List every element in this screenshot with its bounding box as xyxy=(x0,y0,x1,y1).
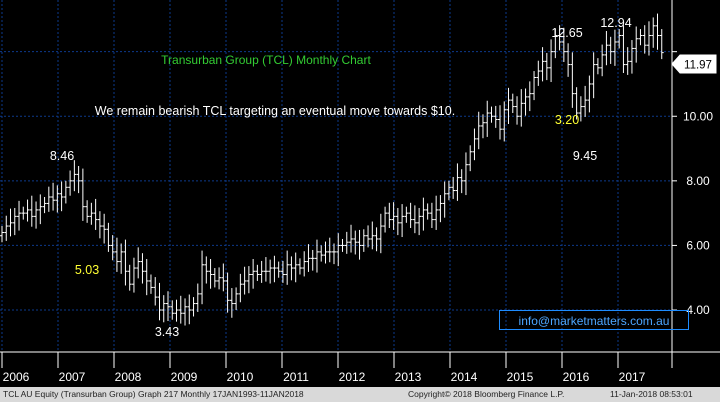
x-tick-label: 2014 xyxy=(451,370,478,384)
price-annotations: 8.46 5.03 3.43 12.65 12.94 3.20 9.45 xyxy=(50,16,632,339)
footer-bar: TCL AU Equity (Transurban Group) Graph 2… xyxy=(0,387,720,402)
contact-email[interactable]: info@marketmatters.com.au xyxy=(499,310,689,330)
y-tick-label: 4.00 xyxy=(686,303,710,317)
y-tick-label: 10.00 xyxy=(683,109,713,123)
x-tick-label: 2012 xyxy=(339,370,366,384)
last-price-marker: 11.97 xyxy=(671,54,717,74)
y-axis-labels: 4.00 6.00 8.00 10.00 xyxy=(683,109,713,317)
x-tick-label: 2011 xyxy=(283,370,309,384)
price-bars xyxy=(0,13,664,326)
price-label: 5.03 xyxy=(75,263,99,277)
price-label: 9.45 xyxy=(573,149,597,163)
chart-title: Transurban Group (TCL) Monthly Chart xyxy=(161,53,371,67)
x-tick-label: 2013 xyxy=(395,370,422,384)
footer-copyright: Copyright© 2018 Bloomberg Finance L.P. xyxy=(408,389,565,399)
y-tick-label: 6.00 xyxy=(686,238,710,252)
footer-timestamp: 11-Jan-2018 08:53:01 xyxy=(610,389,693,399)
price-label: 12.94 xyxy=(600,16,631,30)
price-label: 3.43 xyxy=(155,325,179,339)
axis-frame xyxy=(0,0,720,368)
x-tick-label: 2010 xyxy=(227,370,254,384)
x-tick-label: 2009 xyxy=(171,370,198,384)
x-tick-label: 2016 xyxy=(563,370,590,384)
x-tick-label: 2008 xyxy=(115,370,142,384)
y-tick-label: 8.00 xyxy=(686,174,710,188)
price-label: 12.65 xyxy=(551,26,582,40)
price-label: 8.46 xyxy=(50,149,74,163)
chart-annotation: We remain bearish TCL targeting an event… xyxy=(95,104,455,118)
last-price-label: 11.97 xyxy=(684,60,712,72)
x-tick-label: 2015 xyxy=(507,370,534,384)
x-tick-label: 2006 xyxy=(3,370,30,384)
x-axis-labels: 2006 2007 2008 2009 2010 2011 2012 2013 2014 2015… xyxy=(1,352,646,384)
x-tick-label: 2017 xyxy=(619,370,646,384)
price-label: 3.20 xyxy=(555,113,579,127)
footer-security-info: TCL AU Equity (Transurban Group) Graph 2… xyxy=(3,389,304,399)
x-tick-label: 2007 xyxy=(59,370,86,384)
